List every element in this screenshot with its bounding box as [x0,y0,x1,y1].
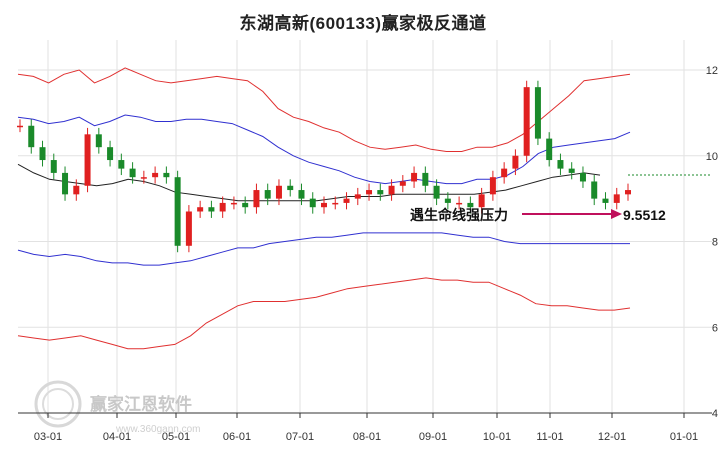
candle-body [62,172,69,195]
candle-body [50,160,57,173]
series-line-inner-lower [17,232,630,266]
candle-body [523,87,530,156]
reference-value-label: 9.5512 [623,207,666,223]
candle-body [208,207,215,212]
candle-body [230,202,237,205]
candle-body [185,211,192,246]
candle-body [512,155,519,169]
candle-body [377,190,384,195]
candle-body [118,160,125,169]
candle-body [39,147,46,161]
candle-body [107,147,114,161]
candle-body [456,202,463,205]
y-tick-label: 6 [712,322,718,334]
arrow-head [611,209,622,219]
x-tick-label: 07-01 [286,431,314,443]
candle-body [140,177,147,179]
candle-body [557,160,564,169]
candle-body [501,168,508,178]
y-tick-label: 10 [706,151,718,163]
candle-body [174,177,181,246]
annotation-text: 遇生命线强压力 [410,207,508,224]
series-line-outer-lower [17,277,631,350]
candle-body [388,185,395,195]
candle-body [309,198,316,208]
candle-body [197,207,204,212]
candle-body [152,172,159,178]
candle-body [84,134,91,186]
y-tick-label: 4 [712,408,718,420]
candle-body [399,181,406,186]
candle-body [73,185,80,195]
y-tick-label: 12 [706,65,718,77]
candle-body [602,198,609,203]
candle-body [287,185,294,191]
candle-body [422,172,429,186]
candle-body [275,185,282,199]
y-tick-label: 8 [712,237,718,249]
candle-body [489,177,496,195]
candle-body [17,125,23,128]
candle-body [354,194,361,199]
candle-body [321,202,327,208]
watermark-name: 赢家江恩软件 [90,394,192,415]
candle-body [444,198,451,203]
candle-body [253,190,260,208]
candle-body [433,185,440,199]
x-tick-label: 11-01 [536,431,563,443]
x-tick-label: 05-01 [162,431,190,443]
x-tick-label: 04-01 [103,431,131,443]
x-tick-label: 08-01 [353,431,381,443]
candle-body [591,181,598,199]
candle-body [219,202,226,212]
candle-body [28,125,35,148]
chart-title: 东湖高新(600133)赢家极反通道 [239,14,487,33]
candle-body [478,194,485,208]
watermark: 赢家江恩软件 www.360gann.com [34,380,201,435]
x-tick-label: 10-01 [483,431,511,443]
candle-body [366,190,373,195]
x-tick-label: 12-01 [598,431,626,443]
candle-body [163,172,170,178]
series-line-inner-upper [17,114,631,185]
candle-body [579,172,586,182]
candle-body [411,172,418,182]
candle-body [129,168,136,178]
candle-body [613,194,620,203]
candle-body [343,198,350,203]
candle-body [242,202,249,208]
candle-body [534,87,541,139]
candle-body [298,190,305,199]
x-tick-label: 09-01 [419,431,447,443]
series-line-middle [17,163,601,202]
x-tick-label: 06-01 [223,431,251,443]
watermark-url: www.360gann.com [115,424,201,435]
x-tick-label: 03-01 [34,431,62,443]
candle-body [332,202,339,205]
candle-body [625,190,631,195]
candle-body [264,190,271,199]
candle-body [568,168,575,173]
candle-body [467,202,474,208]
x-tick-label: 01-01 [670,431,698,443]
candle-body [546,138,553,161]
candle-body [95,134,102,148]
